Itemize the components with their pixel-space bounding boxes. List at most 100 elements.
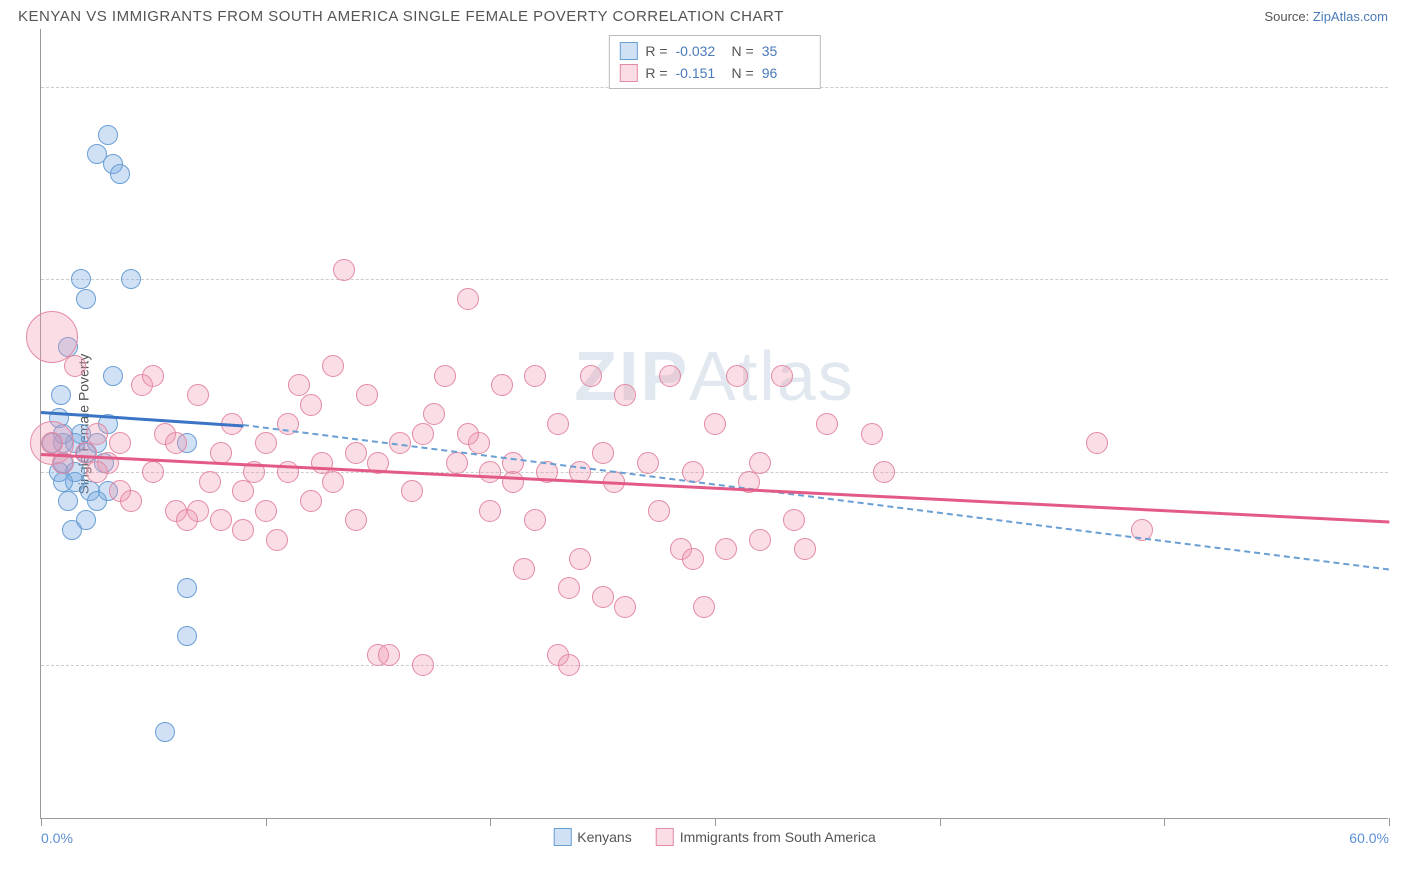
data-point — [479, 500, 501, 522]
data-point — [682, 548, 704, 570]
correlation-stats-box: R =-0.032N =35R =-0.151N =96 — [608, 35, 820, 89]
legend-swatch — [553, 828, 571, 846]
data-point — [592, 586, 614, 608]
x-tick — [1389, 818, 1390, 826]
r-value: -0.032 — [676, 40, 724, 62]
data-point — [524, 509, 546, 531]
source-attribution: Source: ZipAtlas.com — [1264, 9, 1388, 24]
data-point — [109, 480, 131, 502]
data-point — [356, 384, 378, 406]
data-point — [187, 384, 209, 406]
n-label: N = — [732, 62, 754, 84]
data-point — [491, 374, 513, 396]
data-point — [165, 432, 187, 454]
data-point — [345, 442, 367, 464]
data-point — [423, 403, 445, 425]
data-point — [255, 500, 277, 522]
data-point — [322, 471, 344, 493]
data-point — [614, 384, 636, 406]
data-point — [232, 480, 254, 502]
data-point — [726, 365, 748, 387]
data-point — [333, 259, 355, 281]
data-point — [873, 461, 895, 483]
data-point — [378, 644, 400, 666]
data-point — [513, 558, 535, 580]
series-legend: KenyansImmigrants from South America — [553, 828, 876, 846]
gridline — [41, 279, 1388, 280]
x-tick — [715, 818, 716, 826]
legend-item: Kenyans — [553, 828, 631, 846]
data-point — [502, 471, 524, 493]
data-point — [210, 509, 232, 531]
data-point — [142, 461, 164, 483]
legend-label: Kenyans — [577, 829, 631, 845]
data-point — [300, 394, 322, 416]
data-point — [457, 288, 479, 310]
data-point — [446, 452, 468, 474]
data-point — [547, 413, 569, 435]
data-point — [53, 472, 73, 492]
data-point — [558, 654, 580, 676]
data-point — [300, 490, 322, 512]
data-point — [771, 365, 793, 387]
x-tick-label: 0.0% — [41, 830, 73, 846]
data-point — [569, 548, 591, 570]
data-point — [71, 269, 91, 289]
data-point — [345, 509, 367, 531]
n-value: 96 — [762, 62, 810, 84]
data-point — [412, 423, 434, 445]
data-point — [401, 480, 423, 502]
data-point — [109, 432, 131, 454]
scatter-chart: Single Female Poverty ZIPAtlas 10.0%20.0… — [40, 29, 1388, 819]
data-point — [210, 442, 232, 464]
data-point — [592, 442, 614, 464]
legend-swatch — [619, 42, 637, 60]
trend-line — [41, 411, 243, 427]
data-point — [412, 654, 434, 676]
data-point — [199, 471, 221, 493]
data-point — [177, 626, 197, 646]
data-point — [255, 432, 277, 454]
data-point — [142, 365, 164, 387]
data-point — [58, 491, 78, 511]
data-point — [580, 365, 602, 387]
x-tick — [490, 818, 491, 826]
data-point — [816, 413, 838, 435]
data-point — [232, 519, 254, 541]
x-tick — [266, 818, 267, 826]
data-point — [479, 461, 501, 483]
n-label: N = — [732, 40, 754, 62]
data-point — [266, 529, 288, 551]
data-point — [457, 423, 479, 445]
data-point — [155, 722, 175, 742]
data-point — [187, 500, 209, 522]
r-label: R = — [645, 62, 667, 84]
source-link[interactable]: ZipAtlas.com — [1313, 9, 1388, 24]
legend-swatch — [656, 828, 674, 846]
data-point — [76, 510, 96, 530]
data-point — [558, 577, 580, 599]
data-point — [121, 269, 141, 289]
data-point — [434, 365, 456, 387]
gridline — [41, 665, 1388, 666]
data-point — [86, 423, 108, 445]
data-point — [524, 365, 546, 387]
chart-title: KENYAN VS IMMIGRANTS FROM SOUTH AMERICA … — [18, 8, 784, 25]
data-point — [693, 596, 715, 618]
x-tick — [1164, 818, 1165, 826]
data-point — [614, 596, 636, 618]
data-point — [749, 529, 771, 551]
data-point — [86, 461, 108, 483]
r-value: -0.151 — [676, 62, 724, 84]
x-tick — [940, 818, 941, 826]
stat-row: R =-0.032N =35 — [619, 40, 809, 62]
data-point — [76, 289, 96, 309]
data-point — [322, 355, 344, 377]
data-point — [794, 538, 816, 560]
data-point — [637, 452, 659, 474]
data-point — [715, 538, 737, 560]
data-point — [502, 452, 524, 474]
data-point — [103, 366, 123, 386]
data-point — [704, 413, 726, 435]
data-point — [177, 578, 197, 598]
